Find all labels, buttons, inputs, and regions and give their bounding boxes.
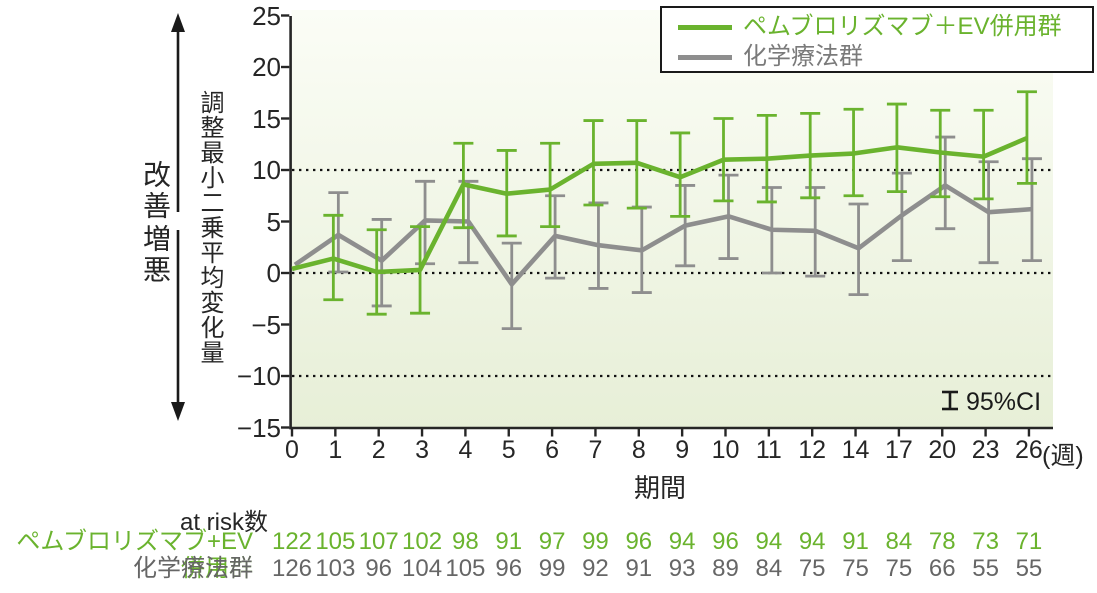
at-risk-count-gray-w1: 103 [315,555,356,582]
at-risk-count-green-w26: 71 [1015,528,1043,555]
y-tick-label-−10: −10 [236,361,281,391]
at-risk-header: at risk数 [179,509,268,536]
at-risk-count-green-w3: 102 [402,528,443,555]
at-risk-count-green-w4: 98 [452,528,479,555]
legend-item-chemotherapy: 化学療法群 [678,42,1092,72]
x-tick-label-26: 26 [1015,436,1043,464]
ci-note-label: 95%CI [966,388,1042,416]
at-risk-count-gray-w11: 84 [755,555,783,582]
x-tick-label-3: 3 [415,436,429,464]
y-tick-label-−15: −15 [236,412,281,443]
legend-label-pembrolizumab-ev: ペムブロリズマブ＋EV併用群 [743,13,1062,40]
at-risk-count-gray-w7: 92 [582,555,609,582]
y-tick-label-0: 0 [266,258,281,288]
x-tick-label-4: 4 [458,436,473,464]
at-risk-count-green-w20: 78 [928,528,956,555]
at-risk-count-green-w10: 96 [712,528,739,555]
at-risk-count-gray-w20: 66 [928,555,956,582]
y-tick-label-10: 10 [252,155,281,185]
y-tick-label-25: 25 [252,0,281,31]
at-risk-count-green-w11: 94 [755,528,783,555]
x-tick-label-1: 1 [328,436,343,464]
y-axis-title: 調整最小二乗平均変化量 [196,90,223,365]
ci-errorbar-icon [942,390,958,411]
at-risk-count-green-w0: 122 [271,528,313,555]
at-risk-count-green-w2: 107 [358,528,399,555]
legend-line-swatch-gray [678,54,732,60]
at-risk-count-gray-w17: 75 [885,555,913,582]
x-axis-title: 期間 [633,473,686,503]
x-axis-unit-label: (週) [1042,442,1084,470]
at-risk-count-gray-w8: 91 [625,555,653,582]
x-tick-label-23: 23 [971,436,1000,464]
x-tick-label-10: 10 [711,436,740,464]
x-tick-label-11: 11 [755,436,782,464]
y-tick-label-15: 15 [252,103,281,134]
at-risk-count-gray-w4: 105 [445,555,486,582]
at-risk-count-gray-w14: 75 [842,555,869,582]
at-risk-count-green-w1: 105 [315,528,356,555]
at-risk-count-green-w7: 99 [582,528,609,555]
x-tick-label-12: 12 [798,436,827,464]
y-tick-label-20: 20 [252,52,281,82]
at-risk-count-green-w6: 97 [538,528,566,555]
worsening-arrow [171,230,185,421]
x-tick-label-8: 8 [631,436,646,464]
at-risk-count-gray-w12: 75 [798,555,826,582]
x-tick-label-0: 0 [285,436,299,464]
legend: ペムブロリズマブ＋EV併用群 化学療法群 [660,6,1094,73]
legend-label-chemotherapy: 化学療法群 [743,43,863,70]
at-risk-count-green-w12: 94 [798,528,826,555]
at-risk-count-green-w17: 84 [885,528,913,555]
at-risk-count-green-w9: 94 [668,528,696,555]
legend-line-swatch-green [678,24,732,30]
at-risk-count-green-w8: 96 [625,528,653,555]
at-risk-count-gray-w3: 104 [402,555,443,582]
legend-item-pembrolizumab-ev: ペムブロリズマブ＋EV併用群 [678,12,1092,42]
plot-area-background [291,10,1053,429]
x-tick-label-6: 6 [545,436,560,464]
direction-label-worsening: 増悪 [140,224,171,286]
at-risk-count-gray-w9: 93 [668,555,696,582]
at-risk-count-gray-w0: 126 [271,555,313,582]
x-tick-label-17: 17 [884,436,913,464]
at-risk-row-label-chemotherapy: 化学療法群 [133,555,253,582]
at-risk-count-gray-w6: 99 [538,555,566,582]
x-tick-label-14: 14 [841,436,870,464]
direction-label-improvement: 改善 [140,160,171,222]
at-risk-count-green-w5: 91 [495,528,523,555]
at-risk-count-gray-w10: 89 [712,555,739,582]
x-tick-label-9: 9 [675,436,690,464]
series-line-pembrolizumab-ev [291,135,1028,275]
at-risk-count-gray-w2: 96 [365,555,393,582]
x-tick-label-5: 5 [501,436,516,464]
at-risk-count-gray-w26: 55 [1015,555,1043,582]
x-tick-label-20: 20 [928,436,957,464]
at-risk-count-green-w14: 91 [842,528,869,555]
x-tick-label-7: 7 [588,436,603,464]
at-risk-count-gray-w5: 96 [495,555,523,582]
improvement-arrow [171,13,185,212]
y-tick-label-5: 5 [266,206,281,237]
x-tick-label-2: 2 [371,436,386,464]
y-tick-label-−5: −5 [251,309,281,340]
at-risk-count-gray-w23: 55 [972,555,999,582]
at-risk-row-label-pembrolizumab-ev: ペムブロリズマブ+EV併用群 [16,528,253,582]
at-risk-count-green-w23: 73 [972,528,999,555]
